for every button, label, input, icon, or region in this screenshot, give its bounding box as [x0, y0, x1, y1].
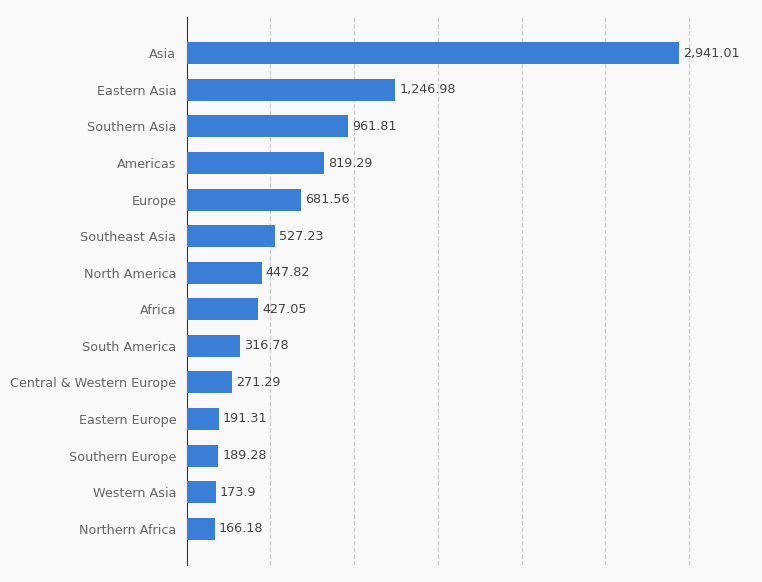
Text: 427.05: 427.05 [262, 303, 307, 316]
Text: 191.31: 191.31 [223, 413, 267, 425]
Bar [187, 518, 215, 540]
Text: 961.81: 961.81 [352, 120, 396, 133]
Text: 819.29: 819.29 [328, 157, 373, 169]
Text: 1,246.98: 1,246.98 [399, 83, 456, 97]
Text: 527.23: 527.23 [279, 230, 324, 243]
Bar [187, 79, 395, 101]
Bar [187, 335, 240, 357]
Text: 316.78: 316.78 [244, 339, 289, 352]
Bar [187, 225, 275, 247]
Bar [187, 189, 301, 211]
Text: 173.9: 173.9 [220, 485, 257, 499]
Text: 166.18: 166.18 [219, 522, 263, 535]
Bar [187, 481, 216, 503]
Bar [187, 445, 219, 467]
Text: 447.82: 447.82 [266, 266, 310, 279]
Bar [187, 115, 347, 137]
Text: 681.56: 681.56 [305, 193, 350, 206]
Bar [187, 262, 261, 283]
Bar [187, 371, 232, 393]
Bar [187, 152, 324, 174]
Bar [187, 408, 219, 430]
Bar [187, 299, 258, 320]
Text: 271.29: 271.29 [236, 376, 280, 389]
Text: 2,941.01: 2,941.01 [684, 47, 740, 60]
Text: 189.28: 189.28 [223, 449, 267, 462]
Bar [187, 42, 679, 64]
